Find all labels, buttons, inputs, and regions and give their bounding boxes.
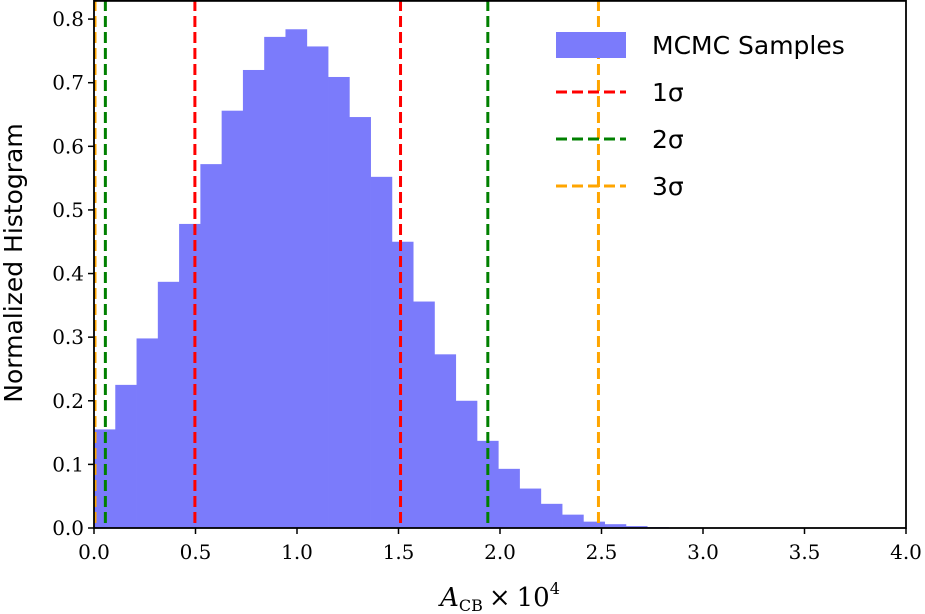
x-label-exponent: 4	[550, 579, 560, 598]
y-tick-label: 0.8	[52, 7, 84, 31]
x-tick-label: 3.0	[687, 540, 719, 564]
x-axis-ticks: 0.0 0.5 1.0 1.5 2.0 2.5 3.0 3.5 4.0	[78, 528, 922, 564]
x-tick-label: 0.5	[180, 540, 212, 564]
histogram-bar	[94, 429, 116, 528]
y-axis-label: Normalized Histogram	[0, 123, 28, 402]
y-tick-label: 0.3	[52, 325, 84, 349]
y-axis-ticks: 0.0 0.1 0.2 0.3 0.4 0.5 0.6 0.7 0.8	[52, 7, 94, 540]
legend-label: 2σ	[652, 125, 684, 154]
histogram-bar	[349, 117, 371, 529]
x-tick-label: 0.0	[78, 540, 110, 564]
x-label-times: ×	[489, 583, 511, 613]
histogram-bar	[625, 526, 648, 528]
y-tick-label: 0.5	[52, 198, 84, 222]
histogram-bar	[115, 384, 137, 528]
histogram-bar	[306, 46, 329, 529]
legend-swatch	[556, 32, 626, 58]
y-tick-label: 0.2	[52, 389, 84, 413]
y-tick-label: 0.7	[52, 71, 84, 95]
y-tick-label: 0.6	[52, 134, 84, 158]
histogram-bar	[604, 524, 627, 528]
x-tick-label: 2.0	[484, 540, 516, 564]
x-tick-label: 1.0	[281, 540, 313, 564]
histogram-bar	[391, 241, 414, 529]
x-tick-label: 1.5	[383, 540, 415, 564]
histogram-bar	[562, 514, 584, 528]
histogram-bar	[328, 76, 350, 528]
histogram-bar	[157, 281, 180, 528]
histogram-bar	[583, 521, 605, 528]
x-axis-label: ACB × 104	[438, 579, 560, 614]
histogram-bar	[519, 488, 542, 528]
histogram-bar	[242, 69, 265, 529]
x-tick-label: 2.5	[586, 540, 618, 564]
y-tick-label: 0.4	[52, 262, 84, 286]
bars-layer	[94, 29, 691, 529]
histogram-bar	[370, 176, 393, 528]
legend-label: 1σ	[652, 78, 684, 107]
y-tick-label: 0.1	[52, 452, 84, 476]
histogram-bar	[264, 36, 286, 528]
legend: MCMC Samples 1σ 2σ 3σ	[556, 31, 845, 201]
histogram-bar	[200, 164, 223, 528]
histogram-bar	[498, 468, 520, 528]
histogram-bar	[285, 29, 308, 528]
histogram-bar	[136, 338, 159, 528]
sigma-lines-layer	[93, 0, 600, 528]
x-tick-label: 4.0	[890, 540, 922, 564]
histogram-bar	[221, 110, 244, 529]
x-tick-label: 3.5	[789, 540, 821, 564]
x-label-mantissa: 10	[517, 583, 550, 613]
histogram-bar	[179, 223, 201, 528]
y-tick-label: 0.0	[52, 516, 84, 540]
histogram-bar	[455, 400, 478, 528]
histogram-bar	[413, 301, 435, 528]
histogram-bar	[434, 354, 457, 528]
legend-label: MCMC Samples	[652, 31, 845, 60]
legend-label: 3σ	[652, 172, 684, 201]
x-label-subscript: CB	[459, 596, 483, 614]
histogram-bar	[540, 503, 563, 528]
x-label-base: A	[438, 583, 459, 613]
